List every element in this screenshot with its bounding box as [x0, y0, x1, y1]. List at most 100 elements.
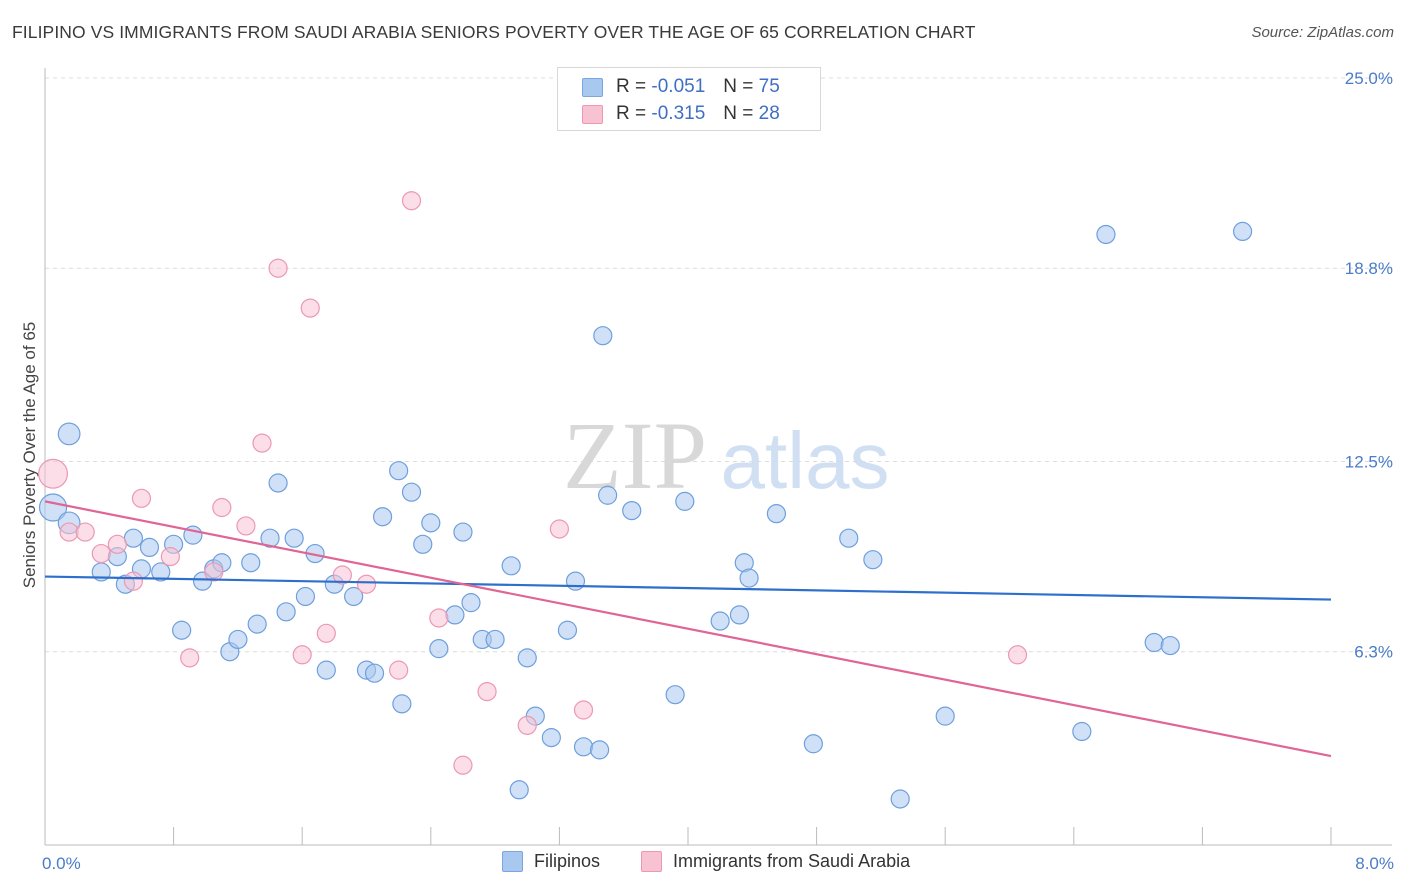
legend-n-value: 75 — [758, 76, 780, 97]
data-point-s1-25 — [549, 519, 570, 539]
data-point-s0-38 — [445, 605, 465, 625]
x-tick-labels: 0.0% 8.0% — [42, 854, 1394, 873]
data-point-s1-18 — [356, 574, 377, 594]
data-point-s0-69 — [1144, 632, 1164, 653]
data-point-s1-0 — [38, 458, 69, 489]
data-point-s1-13 — [268, 258, 288, 278]
data-point-s1-19 — [389, 660, 409, 680]
data-point-s1-26 — [573, 700, 594, 720]
data-point-s0-70 — [1160, 635, 1180, 656]
y-tick-label-3: 6.3% — [1354, 643, 1393, 662]
data-point-s0-18 — [241, 553, 261, 573]
data-point-s0-61 — [766, 504, 787, 524]
legend-r-value: -0.315 — [651, 103, 706, 124]
data-point-s0-51 — [589, 740, 610, 760]
data-point-s0-11 — [172, 620, 192, 640]
watermark: ZIP atlas — [563, 402, 889, 509]
data-point-s0-1 — [57, 422, 81, 446]
watermark-zip: ZIP — [563, 402, 707, 509]
data-point-s1-4 — [107, 534, 127, 554]
data-point-s0-6 — [123, 528, 144, 548]
data-point-s0-52 — [593, 326, 613, 346]
source-label: Source: ZipAtlas.com — [1251, 24, 1394, 41]
data-point-s1-2 — [75, 522, 95, 542]
data-point-s0-53 — [598, 485, 618, 505]
legend-n-value: 28 — [758, 103, 780, 124]
data-point-s0-40 — [461, 593, 481, 613]
data-point-s1-3 — [91, 543, 111, 564]
data-point-s0-55 — [665, 685, 685, 705]
data-point-s1-24 — [517, 715, 537, 735]
legend-n-label: N = — [723, 103, 754, 124]
axes — [44, 68, 1392, 846]
data-point-s0-21 — [268, 473, 288, 493]
data-point-s0-24 — [295, 586, 316, 607]
legend-n-label: N = — [723, 76, 754, 97]
data-point-s0-47 — [541, 728, 561, 748]
data-point-s1-12 — [252, 433, 272, 453]
data-point-s0-58 — [729, 605, 750, 625]
series-name-filipinos: Filipinos — [534, 851, 601, 871]
data-points — [38, 191, 1253, 809]
data-point-s0-62 — [803, 734, 823, 754]
data-point-s1-14 — [292, 645, 312, 665]
y-tick-label-2: 12.5% — [1345, 453, 1393, 472]
data-point-s0-44 — [509, 780, 529, 800]
legend-swatch-saudi — [582, 104, 603, 124]
data-point-s1-20 — [401, 191, 422, 211]
data-point-s0-48 — [557, 620, 578, 640]
data-point-s0-68 — [1096, 224, 1116, 245]
data-point-s0-67 — [1072, 721, 1092, 742]
series-legend: Filipinos Immigrants from Saudi Arabia — [0, 851, 1406, 877]
data-point-s1-11 — [236, 516, 256, 536]
data-point-s0-37 — [429, 639, 449, 659]
data-point-s0-49 — [565, 571, 586, 591]
data-point-s1-16 — [316, 623, 336, 643]
data-point-s1-21 — [429, 608, 449, 628]
data-point-s0-71 — [1232, 221, 1253, 241]
data-point-s0-66 — [935, 706, 955, 726]
data-point-s1-17 — [332, 565, 352, 585]
data-point-s0-65 — [890, 789, 910, 809]
data-point-s0-32 — [389, 461, 409, 481]
legend-row-saudi: R = -0.315 N = 28 — [582, 102, 780, 126]
watermark-atlas: atlas — [721, 416, 890, 505]
data-point-s0-8 — [139, 537, 160, 558]
legend-row-filipinos: R = -0.051 N = 75 — [582, 75, 780, 99]
data-point-s1-1 — [59, 522, 79, 542]
data-point-s1-15 — [300, 298, 320, 318]
x-tick-label-right: 8.0% — [1355, 854, 1394, 873]
y-axis-title: Seniors Poverty Over the Age of 65 — [20, 322, 39, 588]
data-point-s1-6 — [131, 488, 152, 508]
data-point-s0-28 — [344, 586, 364, 607]
data-point-s0-30 — [364, 663, 385, 683]
data-point-s0-31 — [372, 507, 393, 527]
series-legend-filipinos[interactable]: Filipinos — [502, 851, 600, 872]
data-point-s1-9 — [204, 562, 224, 582]
data-point-s0-57 — [710, 611, 730, 631]
data-point-s0-20 — [260, 528, 280, 548]
data-point-s0-56 — [675, 491, 695, 511]
data-point-s0-45 — [517, 648, 537, 668]
data-point-s0-34 — [401, 482, 422, 502]
y-tick-label-1: 18.8% — [1345, 259, 1393, 278]
data-point-s0-43 — [501, 556, 521, 576]
data-point-s0-54 — [622, 500, 642, 521]
data-point-s0-23 — [284, 528, 304, 548]
series-legend-saudi[interactable]: Immigrants from Saudi Arabia — [641, 851, 910, 872]
data-point-s0-36 — [421, 513, 441, 533]
data-point-s0-39 — [453, 522, 473, 542]
data-point-s0-64 — [863, 550, 883, 570]
series-swatch-filipinos — [502, 851, 523, 872]
data-point-s1-5 — [123, 571, 144, 591]
data-point-s0-35 — [413, 534, 433, 554]
stats-legend: R = -0.051 N = 75 R = -0.315 N = 28 — [557, 67, 821, 131]
chart-title: FILIPINO VS IMMIGRANTS FROM SAUDI ARABIA… — [12, 22, 976, 42]
trend-line-0 — [44, 575, 1332, 601]
legend-r-label: R = — [616, 76, 647, 97]
trend-lines — [44, 500, 1332, 758]
data-point-s0-60 — [739, 568, 759, 588]
data-point-s0-9 — [151, 562, 171, 582]
trend-line-1 — [44, 500, 1332, 758]
data-point-s0-22 — [276, 602, 296, 622]
